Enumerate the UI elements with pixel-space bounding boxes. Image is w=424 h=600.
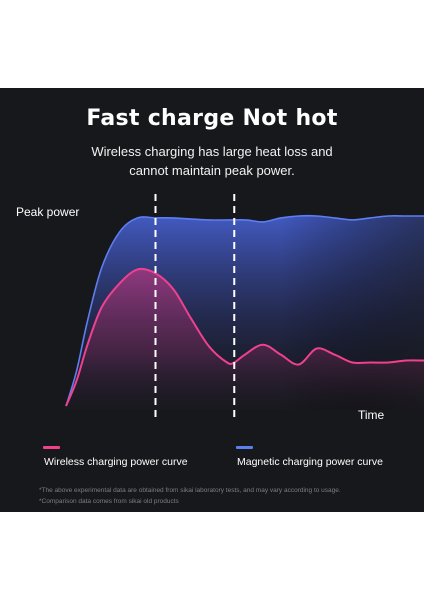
x-axis-label: Time [358, 408, 385, 422]
footnote-experiment: *The above experimental data are obtaine… [39, 487, 341, 494]
legend-swatch-magnetic [236, 446, 253, 449]
power-curve-chart [65, 194, 424, 418]
infographic-panel: Fast charge Not hot Wireless charging ha… [0, 88, 424, 512]
page-title: Fast charge Not hot [86, 106, 338, 131]
legend-swatch-wireless [43, 446, 60, 449]
legend-label-wireless: Wireless charging power curve [44, 456, 188, 468]
legend-label-magnetic: Magnetic charging power curve [237, 456, 383, 468]
page-subtitle: Wireless charging has large heat loss an… [0, 142, 424, 180]
footnote-comparison: *Comparison data comes from sikai old pr… [39, 498, 179, 505]
series-line-magnetic [65, 214, 424, 407]
y-axis-label: Peak power [16, 205, 80, 219]
subtitle-line-1: Wireless charging has large heat loss an… [91, 144, 333, 159]
subtitle-line-2: cannot maintain peak power. [129, 163, 295, 178]
